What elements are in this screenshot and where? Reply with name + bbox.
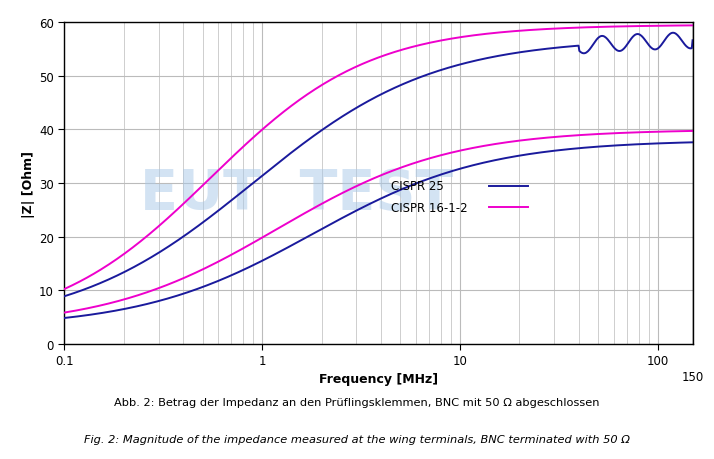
Y-axis label: |Z| [Ohm]: |Z| [Ohm] <box>22 150 35 217</box>
Text: Fig. 2: Magnitude of the impedance measured at the wing terminals, BNC terminate: Fig. 2: Magnitude of the impedance measu… <box>84 434 630 444</box>
Text: Abb. 2: Betrag der Impedanz an den Prüflingsklemmen, BNC mit 50 Ω abgeschlossen: Abb. 2: Betrag der Impedanz an den Prüfl… <box>114 397 600 407</box>
Text: 150: 150 <box>681 370 704 383</box>
Text: CISPR 25: CISPR 25 <box>391 180 444 193</box>
X-axis label: Frequency [MHz]: Frequency [MHz] <box>319 372 438 385</box>
Text: CISPR 16-1-2: CISPR 16-1-2 <box>391 201 468 214</box>
Text: EUT  TEST: EUT TEST <box>140 166 453 220</box>
